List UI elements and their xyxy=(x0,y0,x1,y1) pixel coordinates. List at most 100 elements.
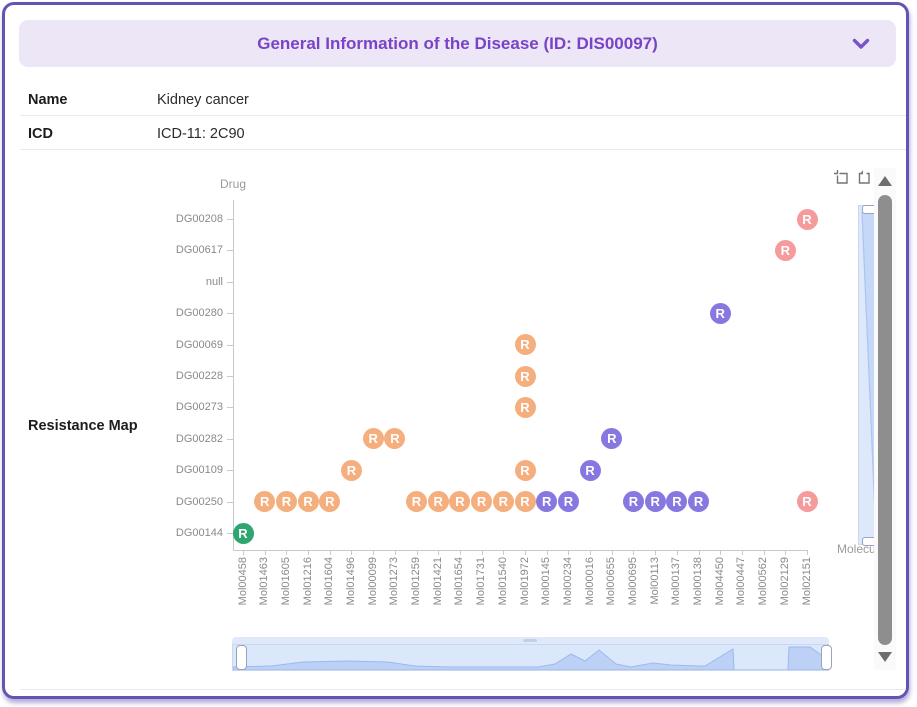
x-axis-label: Mol00562 xyxy=(757,557,770,606)
x-axis-label: Mol00234 xyxy=(561,557,574,606)
scroll-down-icon[interactable] xyxy=(878,652,892,662)
y-axis-tick xyxy=(227,407,233,409)
row-divider xyxy=(20,115,906,116)
x-axis-tick xyxy=(676,550,678,555)
x-axis-tick xyxy=(763,550,765,555)
x-axis-label: Mol00113 xyxy=(648,557,661,605)
x-axis-label: Mol00138 xyxy=(692,557,705,606)
resistance-marker[interactable]: R xyxy=(774,239,796,261)
scrollbar-thumb[interactable] xyxy=(878,195,892,645)
datazoom-move-bar[interactable] xyxy=(232,637,829,644)
field-label-resistance-map: Resistance Map xyxy=(28,418,138,434)
resistance-marker[interactable]: R xyxy=(514,365,536,387)
y-axis-label: DG00109 xyxy=(175,464,223,477)
y-axis-label: DG00069 xyxy=(175,338,223,351)
resistance-marker[interactable]: R xyxy=(796,208,818,230)
resistance-marker[interactable]: R xyxy=(449,491,471,513)
datazoom-track[interactable] xyxy=(232,644,829,671)
x-axis-tick xyxy=(243,550,244,555)
resistance-marker[interactable]: R xyxy=(362,428,384,450)
resistance-marker[interactable]: R xyxy=(796,491,818,513)
resistance-marker[interactable]: R xyxy=(514,396,536,418)
x-axis-line xyxy=(233,550,807,551)
resistance-marker[interactable]: R xyxy=(709,302,731,324)
x-axis-tick xyxy=(785,550,787,555)
resistance-marker[interactable]: R xyxy=(579,459,601,481)
y-axis-label: DG00208 xyxy=(175,213,223,225)
resistance-marker[interactable]: R xyxy=(384,428,406,450)
y-axis-tick xyxy=(227,281,233,283)
x-axis-tick xyxy=(611,550,613,555)
y-axis-label: DG00273 xyxy=(175,401,223,414)
resistance-marker[interactable]: R xyxy=(232,522,254,544)
datazoom-data-shadow xyxy=(233,646,826,670)
x-axis-tick xyxy=(286,550,288,555)
x-axis-tick xyxy=(308,550,310,555)
resistance-marker[interactable]: R xyxy=(275,491,297,513)
resistance-marker[interactable]: R xyxy=(341,459,362,481)
y-axis-label: DG00282 xyxy=(175,432,223,445)
resistance-marker[interactable]: R xyxy=(601,428,623,450)
y-axis-label: DG00144 xyxy=(175,527,223,539)
resistance-marker[interactable]: R xyxy=(471,491,493,513)
resistance-marker[interactable]: R xyxy=(427,491,449,513)
resistance-marker[interactable]: R xyxy=(688,491,710,513)
y-axis-label: DG00280 xyxy=(175,307,223,320)
vertical-scrollbar[interactable] xyxy=(874,168,896,670)
datazoom-slider-horizontal[interactable] xyxy=(232,637,832,673)
y-axis-label: DG00617 xyxy=(175,244,223,257)
resistance-marker[interactable]: R xyxy=(514,491,536,513)
x-axis-label: Mol00458 xyxy=(236,557,249,606)
resistance-map-chart: Drug Molecule DG00208 DG00617 null DG00280 D… xyxy=(155,151,912,691)
zoom-box-icon[interactable] xyxy=(833,169,849,185)
x-axis-tick xyxy=(416,550,418,555)
y-axis-tick xyxy=(227,438,233,440)
x-axis-tick xyxy=(741,550,743,555)
resistance-marker[interactable]: R xyxy=(514,334,536,356)
card-header[interactable]: General Information of the Disease (ID: … xyxy=(19,20,896,67)
x-axis-tick xyxy=(481,550,483,555)
x-axis-label: Mol01463 xyxy=(258,557,271,606)
resistance-marker[interactable]: R xyxy=(492,491,514,513)
field-value-icd: ICD-11: 2C90 xyxy=(157,126,245,142)
x-axis-tick xyxy=(568,550,570,555)
chevron-down-icon[interactable] xyxy=(852,38,870,50)
resistance-marker[interactable]: R xyxy=(297,491,319,513)
x-axis-tick xyxy=(351,550,353,555)
row-divider xyxy=(20,149,906,150)
resistance-marker[interactable]: R xyxy=(557,491,579,513)
resistance-marker[interactable]: R xyxy=(406,491,427,513)
y-axis-label: DG00250 xyxy=(175,495,223,508)
x-axis-tick xyxy=(373,550,375,555)
y-axis-label: DG00228 xyxy=(175,370,223,382)
x-axis-label: Mol01496 xyxy=(345,557,357,606)
scroll-up-icon[interactable] xyxy=(878,176,892,186)
y-axis-tick xyxy=(227,533,233,534)
resistance-marker[interactable]: R xyxy=(666,491,688,513)
x-axis-tick xyxy=(590,550,592,555)
x-axis-label: Mol01540 xyxy=(496,557,509,606)
x-axis-tick xyxy=(525,550,526,555)
x-axis-label: Mol00016 xyxy=(583,557,596,606)
y-axis-tick xyxy=(227,501,233,503)
x-axis-label: Mol00145 xyxy=(540,557,553,606)
x-axis-tick xyxy=(329,550,331,555)
y-axis-tick xyxy=(227,219,233,220)
datazoom-grip[interactable] xyxy=(523,639,537,642)
resistance-marker[interactable]: R xyxy=(254,491,276,513)
x-axis-tick xyxy=(807,550,809,555)
x-axis-label: Mol01605 xyxy=(279,557,292,606)
resistance-marker[interactable]: R xyxy=(623,491,644,513)
resistance-marker[interactable]: R xyxy=(536,491,558,513)
x-axis-tick xyxy=(698,550,700,555)
y-axis-tick xyxy=(227,313,233,315)
resistance-marker[interactable]: R xyxy=(319,491,341,513)
resistance-marker[interactable]: R xyxy=(514,459,536,481)
x-axis-label: Mol01604 xyxy=(323,557,336,606)
restore-icon[interactable] xyxy=(855,169,871,185)
resistance-marker[interactable]: R xyxy=(644,491,666,513)
x-axis-label: Mol00137 xyxy=(670,557,683,606)
x-axis-tick xyxy=(438,550,440,555)
datazoom-handle-left[interactable] xyxy=(236,645,247,670)
datazoom-handle-right[interactable] xyxy=(821,645,832,670)
